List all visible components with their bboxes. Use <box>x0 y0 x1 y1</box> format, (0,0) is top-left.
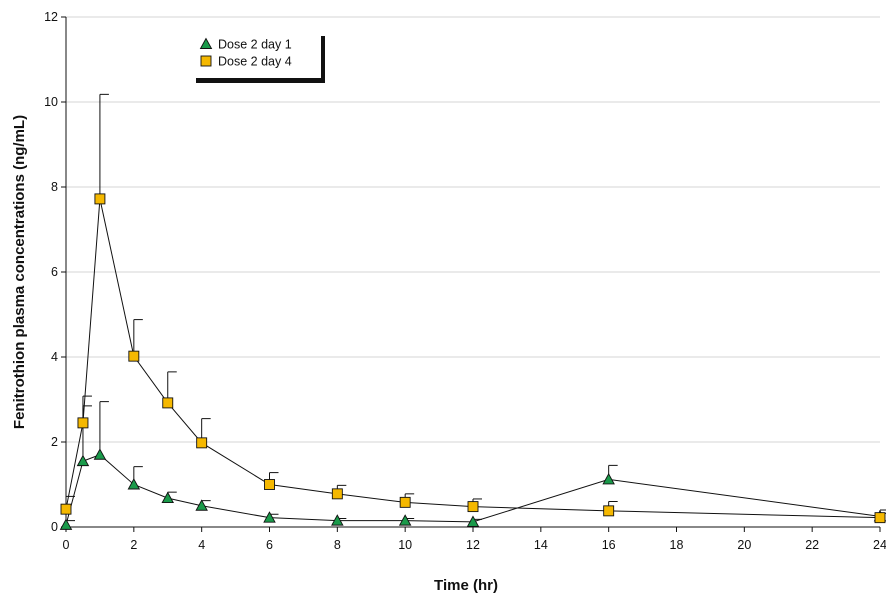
x-tick-label: 4 <box>198 538 205 552</box>
x-tick-label: 24 <box>873 538 886 552</box>
x-tick-label: 18 <box>670 538 684 552</box>
x-tick-label: 12 <box>466 538 480 552</box>
series-line-2 <box>65 198 881 519</box>
data-point-triangle <box>331 514 344 526</box>
data-point-triangle <box>398 514 412 526</box>
data-point-square <box>331 488 343 500</box>
x-tick-label: 22 <box>805 538 819 552</box>
x-tick-label: 8 <box>334 538 341 552</box>
data-point-triangle <box>76 454 90 467</box>
data-point-triangle <box>195 499 208 511</box>
data-point-triangle <box>161 491 175 504</box>
y-tick-label: 8 <box>51 180 58 194</box>
data-point-triangle <box>466 515 480 527</box>
y-tick-label: 10 <box>44 95 58 109</box>
y-tick-label: 0 <box>51 520 58 534</box>
data-point-square <box>874 512 886 524</box>
y-tick-label: 6 <box>51 265 58 279</box>
y-tick-label: 12 <box>44 10 58 24</box>
y-tick-label: 4 <box>51 350 58 364</box>
gridlines <box>66 16 880 443</box>
data-point-triangle <box>602 472 615 485</box>
x-tick-label: 16 <box>602 538 616 552</box>
data-point-square <box>94 193 106 205</box>
data-point-square <box>467 501 479 513</box>
data-point-triangle <box>93 448 107 460</box>
data-point-square <box>196 437 208 449</box>
x-tick-label: 14 <box>534 538 548 552</box>
x-tick-label: 20 <box>737 538 751 552</box>
legend-label: Dose 2 day 1 <box>218 38 292 52</box>
y-axis-label: Fenitrothion plasma concentrations (ng/m… <box>11 115 28 429</box>
error-bars <box>65 93 886 525</box>
data-point-square <box>399 496 411 508</box>
legend-marker-square <box>200 55 212 67</box>
data-point-square <box>162 397 174 409</box>
data-point-square <box>60 503 72 515</box>
x-tick-label: 6 <box>266 538 273 552</box>
x-tick-label: 10 <box>398 538 412 552</box>
legend-marker-triangle <box>199 37 213 49</box>
x-tick-label: 0 <box>63 538 70 552</box>
x-tick-label: 2 <box>130 538 137 552</box>
data-point-triangle <box>127 478 141 490</box>
y-tick-label: 2 <box>51 435 58 449</box>
series-lines <box>65 198 881 526</box>
legend-box <box>190 31 321 78</box>
data-point-triangle <box>59 518 73 530</box>
x-axis-label: Time (hr) <box>434 577 498 594</box>
data-markers <box>59 193 886 530</box>
data-point-square <box>128 350 140 362</box>
legend: Dose 2 day 1 Dose 2 day 4 <box>190 31 325 83</box>
legend-label: Dose 2 day 4 <box>218 55 292 69</box>
data-point-triangle <box>263 511 276 523</box>
data-point-square <box>603 505 615 517</box>
data-point-square <box>264 479 275 490</box>
data-point-square <box>77 417 89 429</box>
